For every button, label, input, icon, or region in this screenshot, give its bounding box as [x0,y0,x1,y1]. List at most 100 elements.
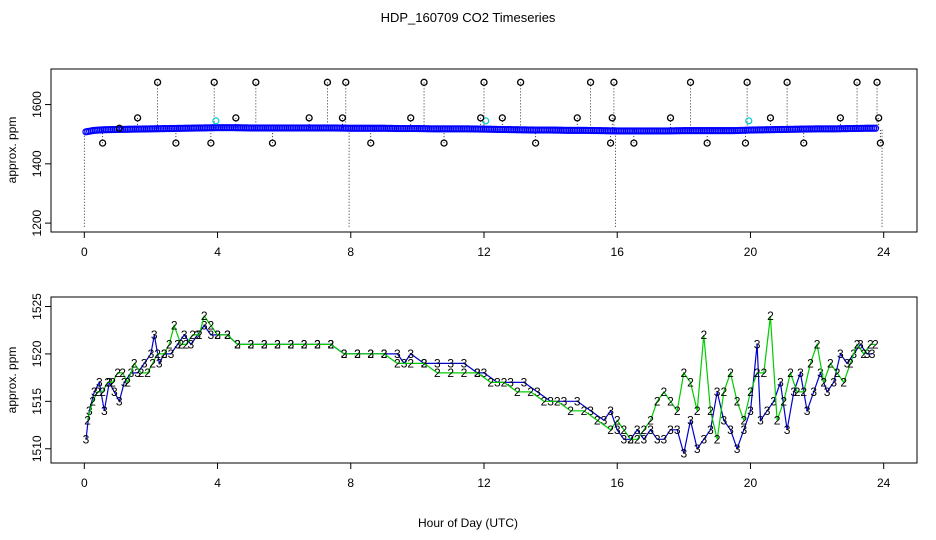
series-marker-2: 2 [700,328,707,342]
series-marker-3: 3 [740,423,747,437]
series-marker-3: 3 [694,442,701,456]
series-marker-3: 3 [824,385,831,399]
bottom-plot-frame [50,296,918,464]
spike-point [268,139,277,147]
x-tick-label: 0 [81,476,88,490]
series-marker-3: 3 [797,366,804,380]
series-marker-3: 3 [764,404,771,418]
spike-point [407,114,415,122]
series-marker-3: 3 [434,356,441,370]
spike-point [115,124,123,132]
series-marker-2: 2 [447,366,454,380]
series-marker-2: 2 [794,385,801,399]
series-marker-2: 2 [124,375,131,389]
series-marker-2: 2 [614,413,621,427]
series-marker-2: 2 [581,404,588,418]
spike-point [630,139,638,147]
series-marker-2: 2 [780,394,787,408]
x-tick-label: 20 [744,245,758,259]
series-marker-2: 2 [434,366,441,380]
series-marker-3: 3 [141,356,148,370]
baseline-point [871,124,880,132]
series-marker-2: 2 [661,385,668,399]
series-marker-3: 3 [481,366,488,380]
series-marker-3: 3 [121,375,128,389]
series-marker-2: 2 [381,347,388,361]
series-marker-2: 2 [407,356,414,370]
series-marker-3: 3 [461,356,468,370]
series-marker-2: 2 [667,394,674,408]
series-marker-3: 3 [707,423,714,437]
series-marker-2: 2 [327,337,334,351]
series-marker-2: 2 [144,366,151,380]
series-marker-2: 2 [627,432,634,446]
spike-point [252,78,260,86]
spike-point [783,78,791,86]
series-marker-3: 3 [614,423,621,437]
series-marker-2: 2 [814,337,821,351]
series-marker-3: 3 [86,404,93,418]
series-marker-2: 2 [527,385,534,399]
spike-point [703,139,711,147]
series-marker-2: 2 [760,366,767,380]
series-marker-2: 2 [860,347,867,361]
series-marker-3: 3 [754,337,761,351]
series-marker-2: 2 [774,413,781,427]
series-marker-3: 3 [601,413,608,427]
series-marker-2: 2 [567,404,574,418]
series-marker-2: 2 [248,337,255,351]
spike-point [876,139,885,147]
x-tick-label: 4 [214,245,221,259]
series-marker-3: 3 [96,375,103,389]
series-marker-3: 3 [667,423,674,437]
spike-point [305,114,313,122]
x-tick-label: 16 [611,476,625,490]
series-marker-3: 3 [757,413,764,427]
series-marker-2: 2 [114,366,121,380]
series-marker-3: 3 [507,375,514,389]
series-marker-2: 2 [183,337,190,351]
spike-point [800,139,808,147]
series-marker-3: 3 [654,432,661,446]
spike-point [420,78,428,86]
series-marker-2: 2 [474,366,481,380]
spike-point [323,78,332,86]
series-marker-2: 2 [109,375,116,389]
spike-point [666,114,675,122]
spike-point [608,114,616,122]
series-marker-2: 2 [201,309,208,323]
series-marker-2: 2 [820,375,827,389]
series-marker-2: 2 [131,356,138,370]
top-y-axis-label: approx. ppm [5,117,19,184]
series-marker-2: 2 [827,356,834,370]
series-marker-2: 2 [89,394,96,408]
series-marker-3: 3 [201,318,208,332]
spike-point [531,139,540,147]
series-marker-2: 2 [214,328,221,342]
spike-point [743,78,751,86]
series-marker-2: 2 [720,385,727,399]
series-marker-2: 2 [554,394,561,408]
x-tick-label: 4 [214,476,221,490]
series-marker-2: 2 [421,356,428,370]
series-marker-2: 2 [274,337,281,351]
series-marker-3: 3 [621,432,628,446]
series-marker-2: 2 [94,385,101,399]
x-tick-label: 0 [81,245,88,259]
series-marker-3: 3 [101,404,108,418]
series-marker-3: 3 [188,337,195,351]
x-tick-label: 24 [877,245,891,259]
series-marker-3: 3 [561,394,568,408]
series-marker-2: 2 [514,385,521,399]
spike-point [766,114,775,122]
spike-point [210,78,218,86]
chart-title: HDP_160709 CO2 Timeseries [381,10,556,25]
x-tick-label: 24 [877,476,891,490]
series-marker-2: 2 [461,366,468,380]
series-marker-3: 3 [869,347,876,361]
y-tick-label: 1510 [30,435,44,462]
spike-point [98,139,107,147]
series-marker-2: 2 [754,366,761,380]
series-marker-2: 2 [171,318,178,332]
series-marker-3: 3 [148,347,155,361]
